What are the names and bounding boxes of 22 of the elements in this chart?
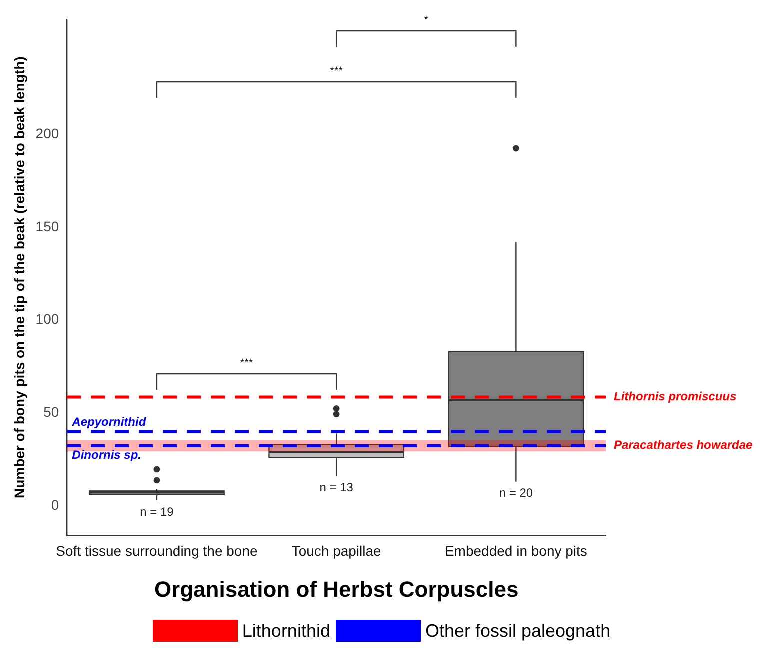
y-tick-label: 100	[36, 311, 60, 328]
ref-line-label: Dinornis sp.	[72, 448, 142, 462]
annotation: ***	[330, 66, 344, 78]
annotation: *	[424, 14, 430, 27]
y-tick-label: 50	[44, 404, 60, 420]
annotation: n = 13	[320, 480, 354, 495]
y-axis-title: Number of bony pits on the tip of the beak (relative to beak length)	[11, 56, 28, 499]
y-tick-label: 200	[36, 125, 60, 142]
x-tick-label: Soft tissue surrounding the bone	[56, 543, 258, 560]
legend-label: Lithornithid	[242, 620, 330, 642]
x-tick-label: Embedded in bony pits	[444, 543, 588, 560]
annotation: ***	[240, 358, 254, 370]
legend-label: Other fossil paleognath	[425, 620, 611, 642]
annotation: n = 20	[499, 486, 534, 500]
y-tick-label: 150	[36, 218, 60, 234]
band-label: Paracathartes howardae	[614, 438, 754, 452]
x-axis-title: Organisation of Herbst Corpuscles	[154, 576, 519, 602]
annotation: n = 19	[140, 504, 174, 519]
ref-line-label: Lithornis promiscuus	[614, 390, 738, 404]
y-tick-label: 0	[51, 496, 60, 513]
ref-line-label: Aepyornithid	[71, 415, 147, 430]
x-tick-label: Touch papillae	[292, 543, 382, 560]
